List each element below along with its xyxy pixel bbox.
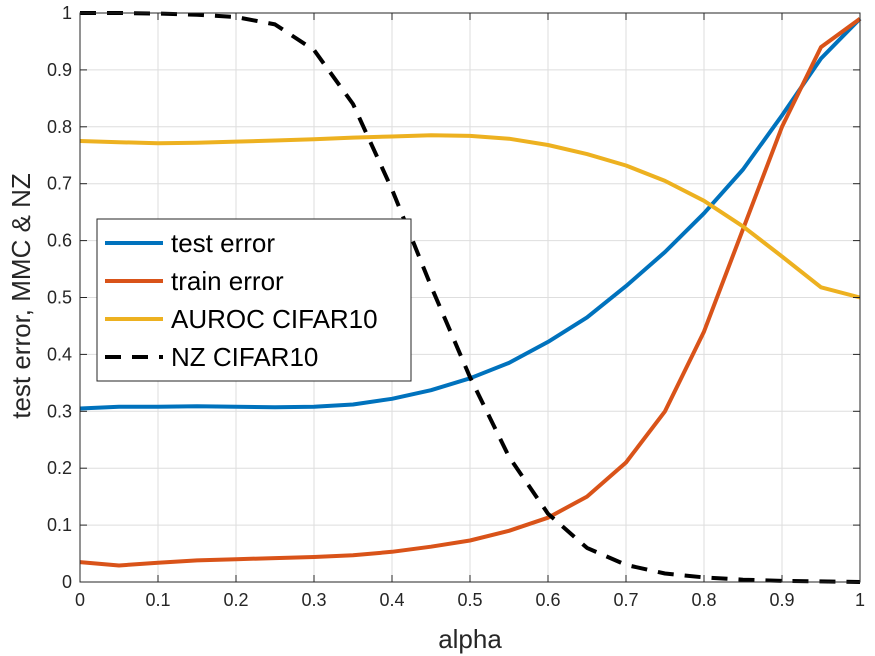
x-tick-label: 0 bbox=[75, 590, 85, 610]
legend-label: test error bbox=[171, 228, 275, 258]
legend-label: NZ CIFAR10 bbox=[171, 342, 318, 372]
x-axis-title: alpha bbox=[438, 624, 502, 654]
x-tick-label: 0.8 bbox=[691, 590, 716, 610]
legend-label: AUROC CIFAR10 bbox=[171, 304, 378, 334]
series-lines bbox=[79, 11, 862, 584]
x-tick-label: 0.2 bbox=[223, 590, 248, 610]
y-tick-label: 0.8 bbox=[47, 117, 72, 137]
x-tick-label: 0.5 bbox=[457, 590, 482, 610]
x-tick-label: 0.9 bbox=[769, 590, 794, 610]
axes-frame bbox=[79, 12, 861, 583]
y-tick-label: 0.9 bbox=[47, 60, 72, 80]
series-line-train-error bbox=[79, 17, 862, 568]
series-line-nz-cifar10 bbox=[80, 11, 861, 584]
y-tick-label: 0.5 bbox=[47, 288, 72, 308]
y-axis-title: test error, MMC & NZ bbox=[6, 173, 36, 419]
y-tick-labels: 0 0.1 0.2 0.3 0.4 0.5 0.6 0.7 0.8 0.9 1 bbox=[47, 3, 72, 592]
legend-label: train error bbox=[171, 266, 284, 296]
x-tick-label: 0.3 bbox=[301, 590, 326, 610]
x-tick-label: 0.1 bbox=[145, 590, 170, 610]
axes-box bbox=[79, 12, 861, 583]
legend-box bbox=[96, 218, 412, 382]
x-tick-label: 0.7 bbox=[613, 590, 638, 610]
y-tick-label: 0.4 bbox=[47, 344, 72, 364]
y-tick-label: 0.1 bbox=[47, 515, 72, 535]
x-tick-labels: 0 0.1 0.2 0.3 0.4 0.5 0.6 0.7 0.8 0.9 1 bbox=[75, 590, 865, 610]
y-tick-label: 0 bbox=[62, 572, 72, 592]
x-tick-label: 1 bbox=[855, 590, 865, 610]
y-tick-label: 0.6 bbox=[47, 231, 72, 251]
series-line-auroc-cifar10 bbox=[79, 133, 861, 300]
y-tick-label: 0.3 bbox=[47, 401, 72, 421]
legend: test error train error AUROC CIFAR10 NZ CIF… bbox=[96, 218, 412, 382]
y-tick-label: 0.7 bbox=[47, 174, 72, 194]
x-tick-label: 0.6 bbox=[535, 590, 560, 610]
y-tick-label: 1 bbox=[62, 3, 72, 23]
x-tick-label: 0.4 bbox=[379, 590, 404, 610]
y-tick-label: 0.2 bbox=[47, 458, 72, 478]
